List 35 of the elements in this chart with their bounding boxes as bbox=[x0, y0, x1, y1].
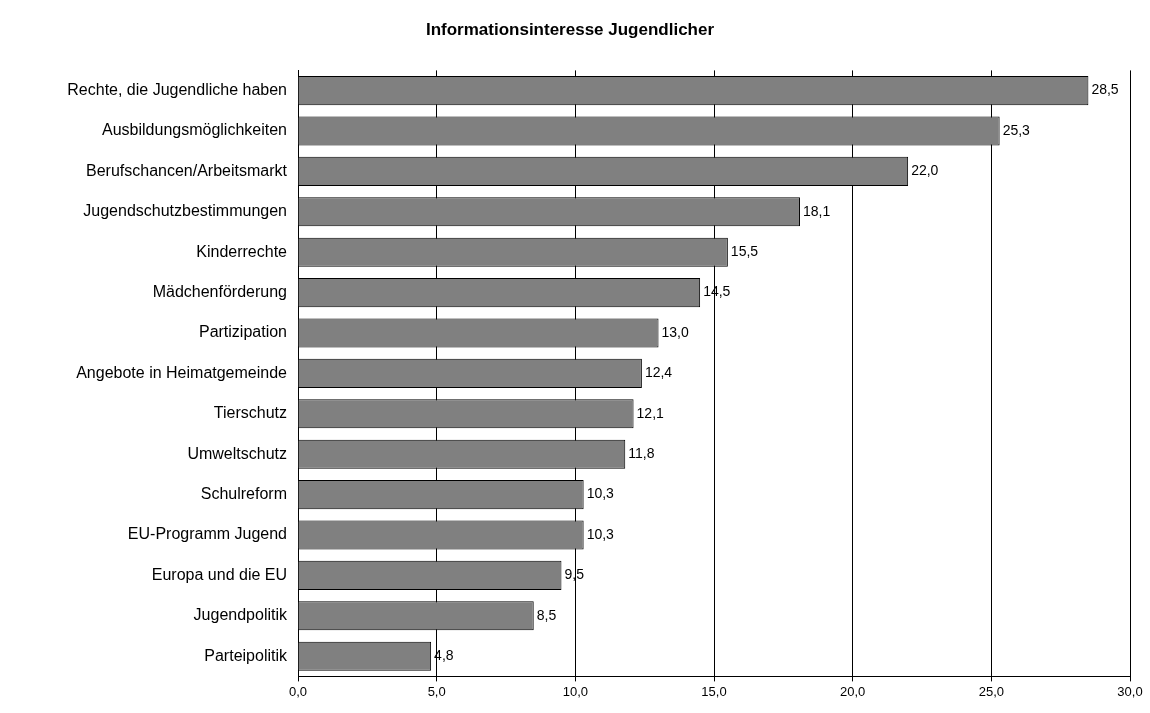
data-label: 11,8 bbox=[628, 445, 655, 462]
x-tick-label: 25,0 bbox=[978, 683, 1004, 699]
y-tick-label: Berufschancen/Arbeitsmarkt bbox=[86, 161, 288, 179]
y-tick-label: Ausbildungsmöglichkeiten bbox=[102, 121, 287, 139]
y-tick-label: Angebote in Heimatgemeinde bbox=[76, 363, 288, 381]
y-tick-label: Kinderrechte bbox=[196, 242, 288, 260]
x-tick-label: 0,0 bbox=[288, 683, 308, 699]
y-tick-label: Rechte, die Jugendliche haben bbox=[67, 81, 287, 99]
data-label: 10,3 bbox=[586, 525, 615, 542]
y-tick-label: Europa und die EU bbox=[151, 565, 287, 583]
y-tick-label: Partizipation bbox=[198, 323, 287, 341]
data-label: 12,1 bbox=[636, 404, 665, 421]
data-label: 13,0 bbox=[661, 323, 689, 340]
data-label: 8,5 bbox=[536, 606, 557, 623]
y-tick-label: Schulreform bbox=[200, 485, 287, 503]
data-label: 15,5 bbox=[730, 243, 759, 260]
x-tick-label: 10,0 bbox=[562, 683, 588, 699]
y-tick-label: Parteipolitik bbox=[204, 646, 288, 664]
y-tick-label: Jugendpolitik bbox=[193, 606, 288, 624]
y-tick-label: Umweltschutz bbox=[187, 444, 287, 462]
chart-title: Informationsinteresse Jugendlicher bbox=[425, 19, 715, 39]
x-tick-label: 15,0 bbox=[701, 683, 727, 699]
x-tick-label: 5,0 bbox=[427, 683, 446, 699]
data-label: 18,1 bbox=[802, 202, 831, 219]
data-label: 10,3 bbox=[586, 485, 615, 502]
x-tick-label: 30,0 bbox=[1117, 683, 1143, 699]
data-label: 12,4 bbox=[644, 364, 673, 381]
data-label: 22,0 bbox=[911, 162, 939, 179]
y-tick-label: Mädchenförderung bbox=[152, 283, 287, 301]
x-tick-label: 20,0 bbox=[840, 683, 866, 699]
data-label: 28,5 bbox=[1091, 81, 1119, 98]
data-label: 25,3 bbox=[1002, 121, 1031, 138]
y-tick-label: EU-Programm Jugend bbox=[127, 525, 287, 543]
y-tick-label: Tierschutz bbox=[213, 404, 287, 422]
y-tick-label: Jugendschutzbestimmungen bbox=[83, 202, 287, 220]
